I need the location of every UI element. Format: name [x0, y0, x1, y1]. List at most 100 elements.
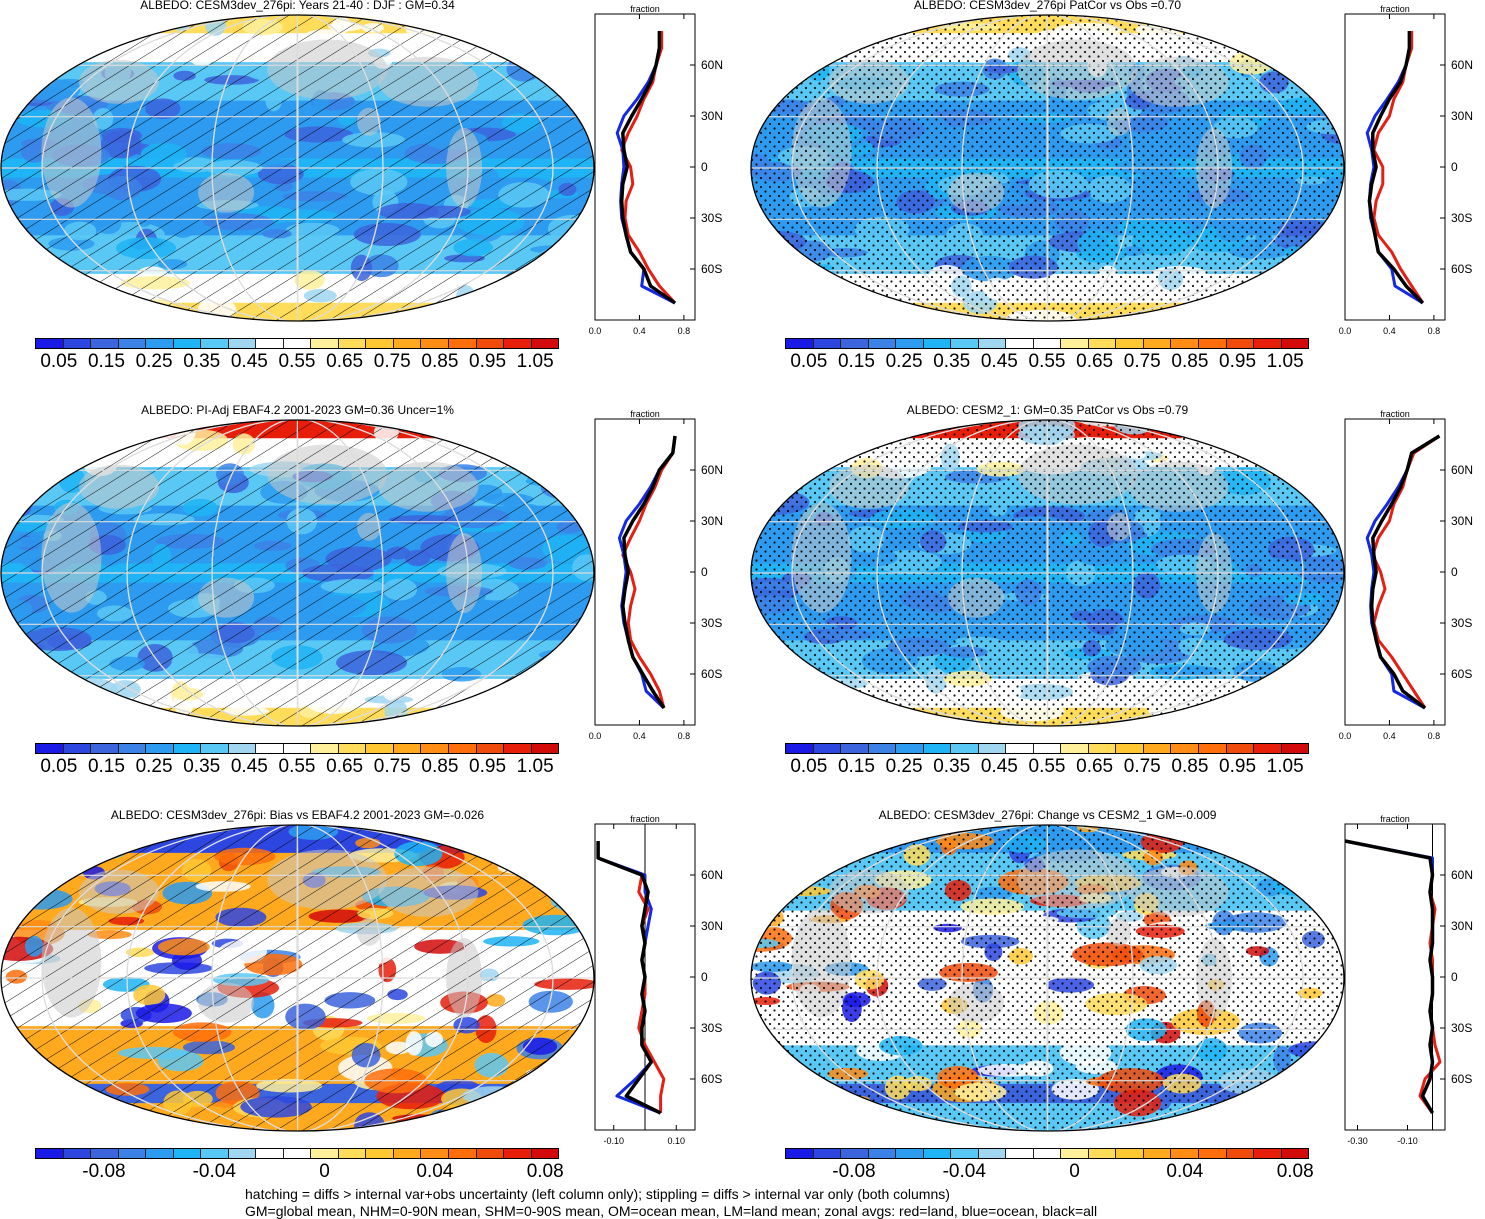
- colorbar-swatch: [896, 339, 924, 348]
- colorbar-swatch: [63, 744, 92, 753]
- world-map: [750, 419, 1345, 727]
- zonal-title: fraction: [630, 409, 660, 419]
- colorbar-tick-label: 0.15: [837, 756, 875, 777]
- colorbar-swatch: [201, 744, 229, 753]
- zonal-tick-label: 0.0: [1339, 731, 1352, 741]
- zonal-mean-plot: fraction 60N 30N 0 30S 60S -0.10 0.10: [594, 814, 723, 1146]
- colorbar-swatch: [1116, 339, 1144, 348]
- zonal-tick-label: 0.4: [633, 326, 646, 336]
- colorbar-swatch: [1116, 744, 1144, 753]
- colorbar-swatch: [311, 744, 339, 753]
- colorbar-swatch: [366, 339, 394, 348]
- lat-tick-label: 60N: [1451, 868, 1473, 882]
- colorbar-tick-label: 0.35: [183, 351, 221, 372]
- zonal-tick-label: 0.0: [589, 326, 602, 336]
- panel-2: ALBEDO: CESM3dev_276pi PatCor vs Obs =0.…: [750, 0, 1485, 395]
- series-all: [619, 31, 677, 305]
- colorbar-swatch: [421, 744, 449, 753]
- colorbar-swatch: [1033, 744, 1062, 753]
- lat-tick-label: 30N: [1451, 109, 1473, 123]
- lat-tick-label: 60N: [1451, 58, 1473, 72]
- panel-5: ALBEDO: CESM3dev_276pi: Bias vs EBAF4.2 …: [0, 808, 735, 1205]
- zonal-tick-label: 0.10: [667, 1136, 685, 1146]
- zonal-tick-label: -0.10: [1397, 1136, 1418, 1146]
- series-all: [596, 841, 662, 1115]
- colorbar-labels: -0.08 -0.04 0 0.04 0.08: [35, 1161, 563, 1185]
- colorbar-swatch: [531, 1149, 559, 1158]
- colorbar-labels: 0.05 0.15 0.25 0.35 0.45 0.55 0.65 0.75 0.85 0.95…: [785, 756, 1309, 780]
- colorbar-swatch: [951, 1149, 979, 1158]
- colorbar-swatch: [91, 339, 119, 348]
- colorbar-swatch: [256, 339, 284, 348]
- zonal-tick-label: 0.8: [1428, 326, 1441, 336]
- series-ocean: [1344, 839, 1434, 1114]
- colorbar-swatch: [393, 1149, 422, 1158]
- colorbar-swatch: [146, 744, 174, 753]
- colorbar-swatch: [923, 1149, 952, 1158]
- zonal-mean-plot: fraction 60N 30N 0 30S 60S -0.30 -0.10: [1344, 814, 1473, 1146]
- colorbar-swatch: [283, 339, 312, 348]
- zonal-tick-label: 0.4: [1383, 326, 1396, 336]
- colorbar-swatch: [173, 1149, 202, 1158]
- panel-4: ALBEDO: CESM2_1: GM=0.35 PatCor vs Obs =…: [750, 403, 1485, 800]
- colorbar-swatch: [36, 1149, 64, 1158]
- colorbar: [785, 743, 1309, 754]
- zonal-title: fraction: [1380, 4, 1410, 14]
- zonal-tick-label: -0.30: [1347, 1136, 1368, 1146]
- colorbar-tick-label: 0.65: [326, 351, 364, 372]
- colorbar-tick-label: 0.75: [373, 351, 411, 372]
- colorbar-swatch: [868, 744, 897, 753]
- series-land: [1372, 31, 1425, 304]
- world-map: [0, 824, 595, 1132]
- colorbar-tick-label: 0.04: [416, 1161, 454, 1182]
- colorbar: [35, 1148, 559, 1159]
- lat-tick-label: 60N: [1451, 463, 1473, 477]
- colorbar-swatch: [1061, 1149, 1089, 1158]
- colorbar-swatch: [1171, 744, 1199, 753]
- colorbar-swatch: [173, 339, 202, 348]
- colorbar-swatch: [393, 339, 422, 348]
- colorbar-tick-label: -0.04: [942, 1161, 986, 1182]
- colorbar-swatch: [1006, 339, 1034, 348]
- colorbar-tick-label: 0.55: [278, 351, 316, 372]
- colorbar-swatch: [951, 339, 979, 348]
- colorbar-swatch: [1226, 339, 1255, 348]
- colorbar-swatch: [1006, 744, 1034, 753]
- map-title: ALBEDO: PI-Adj EBAF4.2 2001-2023 GM=0.36…: [141, 403, 454, 417]
- colorbar-swatch: [813, 339, 842, 348]
- colorbar-swatch: [1198, 339, 1227, 348]
- colorbar-swatch: [531, 339, 559, 348]
- colorbar-swatch: [36, 744, 64, 753]
- map-title: ALBEDO: CESM3dev_276pi PatCor vs Obs =0.…: [913, 0, 1182, 12]
- series-land: [620, 31, 677, 305]
- colorbar-swatch: [1088, 1149, 1117, 1158]
- colorbar-swatch: [476, 744, 505, 753]
- colorbar-swatch: [476, 339, 505, 348]
- colorbar-swatch: [1226, 1149, 1255, 1158]
- colorbar-tick-label: 0.85: [421, 756, 459, 777]
- lat-tick-label: 30N: [701, 919, 723, 933]
- colorbar-swatch: [366, 1149, 394, 1158]
- colorbar-swatch: [923, 339, 952, 348]
- lat-tick-label: 0: [701, 970, 708, 984]
- colorbar-swatch: [338, 1149, 367, 1158]
- zonal-title: fraction: [1380, 409, 1410, 419]
- colorbar-swatch: [36, 339, 64, 348]
- colorbar-tick-label: 0.55: [1028, 756, 1066, 777]
- colorbar-swatch: [63, 339, 92, 348]
- zonal-tick-label: 0.4: [633, 731, 646, 741]
- colorbar-tick-label: 0.75: [1123, 351, 1161, 372]
- colorbar-tick-label: -0.08: [82, 1161, 126, 1182]
- colorbar-swatch: [338, 339, 367, 348]
- colorbar-swatch: [923, 744, 952, 753]
- series-land: [596, 841, 666, 1113]
- zonal-tick-label: 0.8: [678, 326, 691, 336]
- colorbar-swatch: [146, 1149, 174, 1158]
- colorbar-tick-label: 0.65: [1076, 351, 1114, 372]
- zonal-mean-plot: fraction 60N 30N 0 30S 60S 0.0 0.4 0.8: [589, 409, 723, 741]
- series-land: [1344, 839, 1442, 1114]
- colorbar-tick-label: 0.85: [1171, 756, 1209, 777]
- colorbar-swatch: [531, 744, 559, 753]
- colorbar-swatch: [1143, 339, 1172, 348]
- colorbar-swatch: [868, 1149, 897, 1158]
